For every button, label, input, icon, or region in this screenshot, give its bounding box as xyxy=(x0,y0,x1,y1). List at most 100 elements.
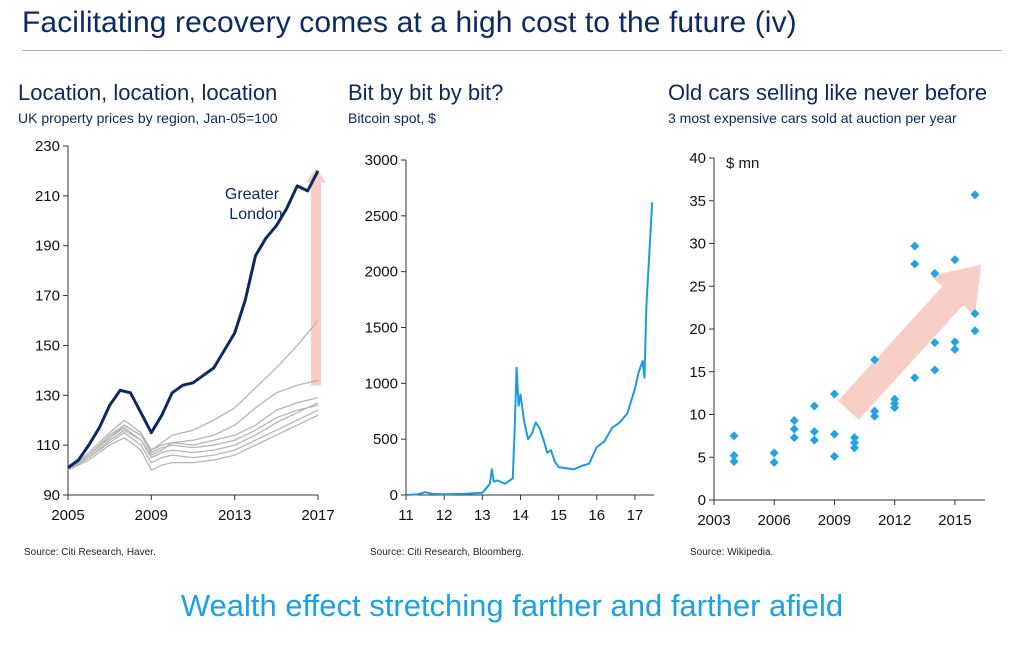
car-sale-point xyxy=(970,309,980,319)
y-tick-label: 150 xyxy=(35,337,60,354)
car-sale-point xyxy=(729,431,739,441)
y-tick-label: 1000 xyxy=(365,375,398,392)
x-tick-label: 11 xyxy=(398,507,414,524)
footer-caption: Wealth effect stretching farther and far… xyxy=(180,588,844,623)
chart-subtitle: Bitcoin spot, $ xyxy=(348,110,436,126)
car-sale-point xyxy=(850,433,860,443)
slide-title: Facilitating recovery comes at a high co… xyxy=(22,6,797,39)
car-sale-point xyxy=(850,438,860,448)
car-sale-point xyxy=(910,241,920,251)
y-tick-label: 210 xyxy=(35,188,60,205)
car-sale-point xyxy=(729,451,739,461)
y-tick-label: 500 xyxy=(373,431,398,448)
chart-title: Old cars selling like never before xyxy=(668,80,988,105)
chart-title: Location, location, location xyxy=(18,80,278,105)
y-tick-label: 20 xyxy=(689,321,706,338)
region-line xyxy=(67,404,319,471)
y-tick-label: 130 xyxy=(35,387,60,404)
car-sale-point xyxy=(930,338,940,348)
trend-arrow xyxy=(838,264,981,420)
y-tick-label: 2500 xyxy=(365,208,398,225)
annotation-label: Greater xyxy=(225,186,280,203)
car-sale-point xyxy=(829,451,839,461)
x-tick-label: 2009 xyxy=(818,512,851,529)
region-line xyxy=(67,409,319,471)
y-tick-label: 90 xyxy=(43,487,60,504)
y-tick-label: 1500 xyxy=(365,320,398,337)
x-tick-label: 2017 xyxy=(301,507,334,524)
car-sale-point xyxy=(809,435,819,445)
car-sale-point xyxy=(789,415,799,425)
car-sale-point xyxy=(950,345,960,355)
car-sale-point xyxy=(970,326,980,336)
car-sale-point xyxy=(829,429,839,439)
y-tick-label: 25 xyxy=(689,278,706,295)
car-sale-point xyxy=(870,355,880,365)
region-line xyxy=(67,397,319,471)
title-divider xyxy=(22,50,1002,51)
car-sale-point xyxy=(769,448,779,458)
x-tick-label: 15 xyxy=(550,507,567,524)
x-tick-label: 12 xyxy=(436,507,453,524)
annotation-label: London xyxy=(229,206,282,223)
growth-arrow xyxy=(306,168,326,386)
x-tick-label: 2009 xyxy=(135,507,168,524)
car-sale-point xyxy=(789,424,799,434)
car-sale-point xyxy=(809,401,819,411)
car-sale-point xyxy=(950,255,960,265)
chart-title: Bit by bit by bit? xyxy=(348,80,504,105)
y-tick-label: 230 xyxy=(35,138,60,155)
x-tick-label: 14 xyxy=(512,507,529,524)
x-tick-label: 2012 xyxy=(878,512,911,529)
y-tick-label: 0 xyxy=(390,487,398,504)
car-sale-point xyxy=(789,433,799,443)
x-tick-label: 13 xyxy=(474,507,491,524)
x-tick-label: 2003 xyxy=(697,512,730,529)
y-tick-label: 190 xyxy=(35,238,60,255)
car-sale-point xyxy=(829,389,839,399)
y-tick-label: 2000 xyxy=(365,264,398,281)
x-tick-label: 2005 xyxy=(51,507,84,524)
chart-subtitle: UK property prices by region, Jan-05=100 xyxy=(18,110,278,126)
london-line xyxy=(67,170,320,469)
region-line xyxy=(67,414,319,471)
y-tick-label: 30 xyxy=(689,236,706,253)
y-tick-label: 35 xyxy=(689,193,706,210)
car-sale-point xyxy=(910,373,920,383)
source-note: Source: Wikipedia. xyxy=(690,547,774,558)
car-sale-point xyxy=(729,457,739,467)
y-tick-label: 5 xyxy=(698,449,706,466)
x-tick-label: 17 xyxy=(627,507,644,524)
car-sale-point xyxy=(910,259,920,269)
car-sale-point xyxy=(769,457,779,467)
y-tick-label: 10 xyxy=(689,407,706,424)
car-sale-point xyxy=(870,411,880,421)
x-tick-label: 16 xyxy=(588,507,605,524)
chart-subtitle: 3 most expensive cars sold at auction pe… xyxy=(668,110,957,126)
car-sale-point xyxy=(809,427,819,437)
source-note: Source: Citi Research, Bloomberg. xyxy=(370,547,524,558)
x-tick-label: 2013 xyxy=(218,507,251,524)
car-sale-point xyxy=(950,337,960,347)
car-sale-point xyxy=(890,403,900,413)
car-sale-point xyxy=(850,443,860,453)
car-sale-point xyxy=(930,268,940,278)
x-tick-label: 2006 xyxy=(758,512,791,529)
y-tick-label: 40 xyxy=(689,150,706,167)
y-tick-label: 15 xyxy=(689,364,706,381)
y-tick-label: 0 xyxy=(698,492,706,509)
y-tick-label: 170 xyxy=(35,288,60,305)
car-sale-point xyxy=(870,406,880,416)
source-note: Source: Citi Research, Haver. xyxy=(24,547,156,558)
unit-label: $ mn xyxy=(726,155,759,172)
x-tick-label: 2015 xyxy=(938,512,971,529)
car-sale-point xyxy=(930,365,940,375)
y-tick-label: 3000 xyxy=(365,152,398,169)
y-tick-label: 110 xyxy=(36,437,60,454)
bitcoin-line xyxy=(405,202,654,496)
car-sale-point xyxy=(970,190,980,200)
region-line xyxy=(67,320,319,471)
